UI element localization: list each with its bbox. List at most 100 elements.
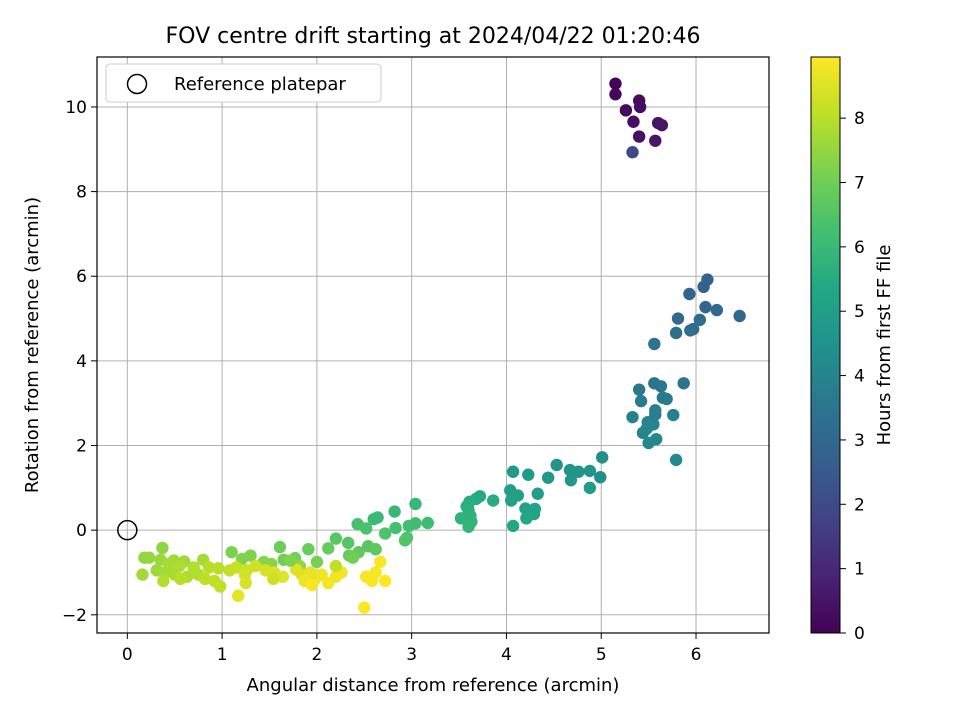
data-point: [302, 543, 315, 556]
data-point: [239, 576, 253, 590]
x-tick-label: 5: [596, 645, 607, 665]
data-point: [346, 551, 360, 564]
data-point: [506, 519, 520, 533]
colorbar: 0 1 2 3 4 5 6 7 8 Hours from first FF file: [810, 56, 895, 644]
data-points: [136, 77, 746, 614]
data-point: [710, 303, 724, 317]
data-point: [627, 115, 640, 128]
data-point: [369, 543, 382, 556]
data-point: [273, 540, 287, 554]
data-point: [609, 88, 622, 101]
y-tick-label: 0: [76, 521, 87, 541]
data-point: [595, 451, 609, 464]
data-point: [520, 512, 533, 525]
y-tick-label: 10: [65, 98, 87, 118]
y-axis-ticks: −2 0 2 4 6 8 10: [62, 98, 97, 626]
data-point: [454, 512, 468, 525]
colorbar-tick-label: 2: [854, 495, 865, 515]
y-tick-label: −2: [62, 606, 87, 626]
data-point: [374, 555, 387, 569]
colorbar-tick-label: 1: [854, 560, 865, 580]
data-point: [378, 527, 392, 540]
data-point: [609, 77, 622, 90]
data-point: [225, 545, 238, 559]
data-point: [632, 130, 646, 143]
data-point: [421, 516, 434, 530]
data-point: [202, 561, 216, 574]
data-point: [157, 574, 170, 588]
data-point: [654, 380, 668, 393]
data-point: [649, 408, 662, 421]
data-point: [660, 392, 673, 406]
data-point: [214, 580, 227, 593]
colorbar-tick-label: 4: [854, 367, 865, 387]
x-tick-label: 6: [691, 645, 702, 665]
x-tick-label: 0: [122, 645, 133, 665]
legend-label: Reference platepar: [174, 74, 346, 95]
data-point: [402, 519, 416, 533]
data-point: [315, 568, 328, 581]
reference-platepar-marker: [117, 519, 138, 541]
data-point: [671, 312, 685, 325]
plot-frame: [96, 56, 770, 634]
data-point: [583, 464, 597, 478]
data-point: [174, 572, 187, 586]
data-point: [232, 589, 245, 602]
colorbar-tick-label: 6: [854, 238, 865, 258]
data-point: [550, 458, 563, 472]
colorbar-ticks: 0 1 2 3 4 5 6 7 8: [840, 109, 865, 644]
data-point: [583, 481, 597, 495]
data-point: [212, 562, 225, 575]
data-point: [276, 570, 289, 583]
data-point: [633, 100, 647, 114]
data-point: [322, 542, 335, 555]
colorbar-tick-label: 7: [854, 173, 865, 193]
data-point: [626, 146, 639, 159]
data-point: [142, 551, 156, 564]
colorbar-tick-label: 8: [854, 109, 865, 129]
data-point: [594, 471, 607, 484]
y-tick-label: 2: [76, 437, 87, 457]
legend: Reference platepar: [105, 63, 382, 103]
y-tick-label: 4: [76, 352, 87, 372]
data-point: [667, 408, 680, 422]
data-point: [619, 104, 633, 117]
data-point: [389, 521, 402, 535]
data-point: [504, 494, 518, 507]
data-point: [649, 134, 662, 147]
data-point: [378, 574, 392, 588]
data-point: [136, 568, 149, 581]
data-point: [684, 324, 697, 337]
data-point: [697, 280, 710, 294]
data-point: [531, 487, 544, 500]
data-point: [541, 471, 555, 484]
colorbar-tick-label: 0: [854, 624, 865, 644]
data-point: [683, 287, 696, 301]
data-point: [669, 326, 683, 340]
x-tick-label: 1: [217, 645, 228, 665]
data-point: [640, 422, 653, 435]
y-tick-label: 6: [76, 267, 87, 287]
data-point: [398, 534, 412, 547]
colorbar-tick-label: 5: [854, 302, 865, 322]
legend-reference-marker: [126, 73, 148, 95]
x-axis-ticks: 0 1 2 3 4 5 6: [122, 633, 702, 665]
data-point: [284, 554, 297, 567]
data-point: [642, 436, 655, 450]
data-point: [669, 453, 683, 467]
y-axis-label: Rotation from reference (arcmin): [22, 197, 43, 493]
colorbar-label: Hours from first FF file: [874, 245, 895, 446]
x-axis-label: Angular distance from reference (arcmin): [247, 675, 620, 696]
colorbar-tick-label: 3: [854, 431, 865, 451]
data-point: [522, 468, 535, 481]
data-point: [230, 561, 243, 574]
data-point: [693, 313, 707, 327]
data-point: [486, 494, 500, 507]
data-point: [506, 465, 520, 478]
chart-title: FOV centre drift starting at 2024/04/22 …: [166, 24, 701, 49]
data-point: [634, 394, 648, 408]
x-tick-label: 2: [311, 645, 322, 665]
data-point: [341, 536, 355, 550]
